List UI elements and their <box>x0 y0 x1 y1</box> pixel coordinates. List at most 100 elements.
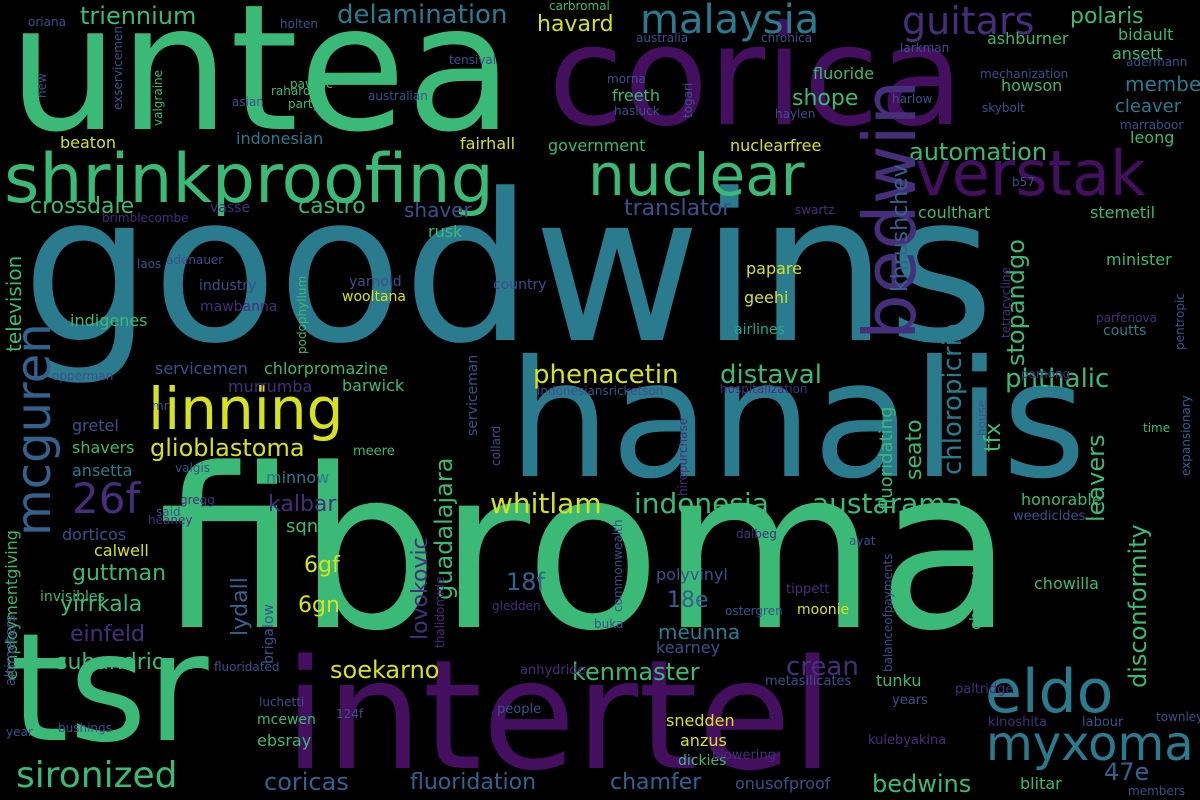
word-minnow: minnow <box>266 468 330 487</box>
word-country: country <box>493 277 547 293</box>
word-havard: havard <box>537 12 614 37</box>
word-indonesian: indonesian <box>236 129 324 148</box>
word-nuclear: nuclear <box>588 141 805 209</box>
word-industry: industry <box>199 278 257 294</box>
word-lovokovic: lovokovic <box>408 537 433 640</box>
word-tensival: tensival <box>449 53 497 67</box>
word-coulthart: coulthart <box>918 203 991 222</box>
word-shope: shope <box>792 86 859 111</box>
word-ashburner: ashburner <box>987 29 1069 48</box>
word-fibroma: fibroma <box>158 422 1014 680</box>
word-brigalow: brigalow <box>261 604 277 664</box>
word-b57: b57 <box>1012 175 1035 189</box>
word-mawbanna: mawbanna <box>200 299 278 315</box>
word-goodwins: goodwins <box>22 151 995 389</box>
word-pentropic: pentropic <box>1173 293 1187 350</box>
word-47e: 47e <box>1104 758 1150 786</box>
word-thalidomide: thalidomide <box>433 576 447 648</box>
word-fluoridation: fluoridation <box>410 770 537 795</box>
word-australia: australia <box>636 31 689 45</box>
word-cleaver: cleaver <box>1115 96 1182 117</box>
word-freeth: freeth <box>612 86 660 105</box>
word-translator: translator <box>624 196 732 221</box>
word-intertel: intertel <box>284 627 834 800</box>
word-marraboor: marraboor <box>1120 118 1184 132</box>
word-bedwins: bedwins <box>872 770 972 798</box>
word-kulebyakina: kulebyakina <box>868 733 947 748</box>
word-corica: corica <box>548 0 964 157</box>
word-verstak: verstak <box>915 137 1146 210</box>
word-pavelic: pavelic <box>290 77 333 91</box>
word-mcguren: mcguren <box>6 323 62 536</box>
word-chamfer: chamfer <box>610 770 702 795</box>
word-mcewen: mcewen <box>257 712 316 728</box>
word-phenacetin: phenacetin <box>533 360 679 390</box>
word-brimblecombe: brimblecombe <box>102 211 189 225</box>
word-haylen: haylen <box>775 107 816 121</box>
word-balanceofpayments: balanceofpayments <box>881 553 895 672</box>
word-tunku: tunku <box>876 671 922 690</box>
word-crean: crean <box>786 652 859 682</box>
word-indonesiansricketson: indonesiansricketson <box>537 384 664 398</box>
word-blowering: blowering <box>712 748 776 763</box>
word-tippett: tippett <box>786 582 830 597</box>
word-commonwealth: commonwealth <box>611 519 625 612</box>
word-seato: seato <box>902 419 927 480</box>
word-howson: howson <box>1001 76 1063 95</box>
word-mr: mr <box>152 399 169 413</box>
word-meere: meere <box>353 444 395 459</box>
word-anzus: anzus <box>680 731 727 750</box>
word-polyvinyl: polyvinyl <box>656 565 728 584</box>
word-anhydride: anhydride <box>520 663 586 678</box>
word-untea: untea <box>8 0 514 171</box>
word-fluoridated: fluoridated <box>214 660 280 674</box>
word-gretel: gretel <box>72 416 119 435</box>
word-chloropicrin: chloropicrin <box>938 322 968 475</box>
word-podophyllum: podophyllum <box>295 275 309 354</box>
word-house: house <box>975 399 989 436</box>
word-blitar: blitar <box>1020 774 1062 793</box>
word-expansionary: expansionary <box>1179 395 1193 476</box>
word-fluoride: fluoride <box>813 64 875 83</box>
word-serviceman: serviceman <box>465 354 481 436</box>
word-fairhall: fairhall <box>460 134 516 153</box>
word-adenauer: adenauer <box>166 253 224 267</box>
word-coutts: coutts <box>1103 323 1147 339</box>
word-tsr: tsr <box>10 602 209 776</box>
word-time: time <box>1143 421 1171 435</box>
word-metasilicates: metasilicates <box>765 674 852 689</box>
word-leong: leong <box>1130 128 1175 147</box>
word-people: people <box>497 702 542 717</box>
word-said: said <box>156 505 181 519</box>
word-invisibles: invisibles <box>40 589 105 605</box>
word-6gn: 6gn <box>298 593 340 618</box>
word-harlow: harlow <box>892 92 933 106</box>
word-distaval: distaval <box>720 360 822 390</box>
word-bidault: bidault <box>1118 25 1174 44</box>
word-altimeters: altimeters <box>3 614 19 686</box>
word-khrushchev: khrushchev <box>888 164 913 292</box>
word-year: year <box>6 725 33 739</box>
word-tetracycline: tetracycline <box>999 266 1013 338</box>
word-honorable: honorable <box>1021 490 1102 509</box>
word-hirepurchase: hirepurchase <box>676 417 690 496</box>
word-heaney: heaney <box>148 513 193 527</box>
word-swartz: swartz <box>795 203 835 217</box>
word-togari: togari <box>681 82 695 118</box>
word-delamination: delamination <box>337 0 508 30</box>
word-members: members <box>1128 784 1185 798</box>
word-shavers: shavers <box>72 438 135 457</box>
word-papare: papare <box>746 259 802 278</box>
word-adermann: adermann <box>1126 55 1188 69</box>
word-indonesia: indonesia <box>634 487 769 520</box>
word-skybolt: skybolt <box>982 101 1025 115</box>
word-years: years <box>892 693 928 708</box>
word-einfeld: einfeld <box>70 622 145 647</box>
word-castro: castro <box>298 194 366 219</box>
word-opperman: opperman <box>52 369 114 383</box>
word-shrinkproofing: shrinkproofing <box>4 140 494 219</box>
word-government: government <box>548 136 646 155</box>
word-hasluck: hasluck <box>614 104 660 118</box>
word-exservicemen: exservicemen <box>111 26 125 110</box>
